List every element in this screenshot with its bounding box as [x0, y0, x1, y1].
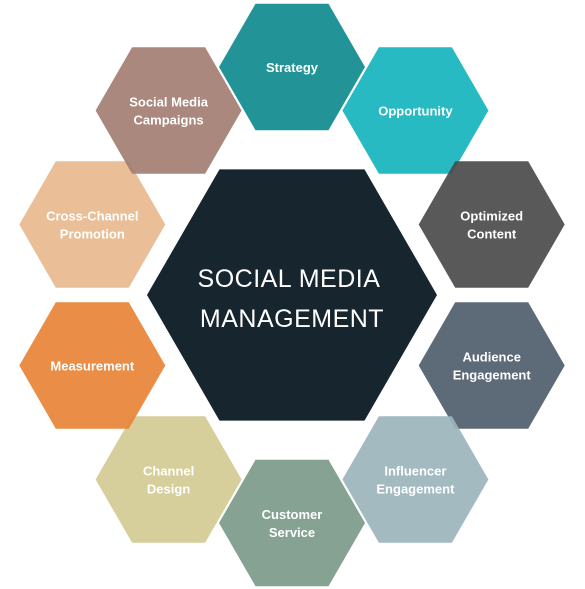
segment-label-line: Audience [462, 350, 521, 365]
segment-hexagon-influencer-engagement [342, 416, 489, 543]
segment-label-line: Channel [143, 464, 194, 479]
center-title-line-2: MANAGEMENT [200, 305, 384, 333]
segment-hexagon-cross-channel-promotion [19, 161, 166, 288]
segment-label-line: Customer [262, 507, 323, 522]
segment-opportunity: Opportunity [342, 47, 489, 174]
segment-label-line: Opportunity [378, 104, 453, 119]
segment-label-cross-channel-promotion: Cross-Channel Promotion [46, 209, 138, 242]
segment-hexagon-strategy [219, 3, 365, 131]
segment-label-line: Social Media [129, 95, 209, 110]
segment-ring: Strategy Opportunity Optimized Content Audie… [19, 3, 565, 587]
segment-influencer-engagement: Influencer Engagement [342, 416, 489, 543]
segment-label-line: Measurement [50, 359, 134, 374]
segment-hexagon-channel-design [95, 416, 242, 543]
segment-label-channel-design: Channel Design [143, 464, 194, 497]
segment-label-strategy: Strategy [266, 60, 319, 75]
segment-label-line: Strategy [266, 60, 319, 75]
segment-label-optimized-content: Optimized Content [460, 209, 523, 242]
segment-strategy: Strategy [219, 3, 365, 131]
segment-label-line: Optimized [460, 209, 523, 224]
segment-label-line: Service [269, 525, 315, 540]
segment-measurement: Measurement [19, 302, 166, 429]
center-hexagon-group: SOCIAL MEDIA MANAGEMENT [147, 169, 437, 421]
segment-label-line: Promotion [60, 227, 125, 242]
segment-label-audience-engagement: Audience Engagement [453, 350, 532, 383]
segment-optimized-content: Optimized Content [418, 161, 565, 288]
segment-label-measurement: Measurement [50, 359, 134, 374]
center-title: SOCIAL MEDIA MANAGEMENT [198, 265, 387, 333]
segment-channel-design: Channel Design [95, 416, 242, 543]
segment-label-line: Campaigns [134, 113, 204, 128]
segment-hexagon-opportunity [342, 47, 489, 174]
segment-label-opportunity: Opportunity [378, 104, 453, 119]
segment-label-customer-service: Customer Service [262, 507, 323, 540]
segment-social-media-campaigns: Social Media Campaigns [95, 47, 242, 174]
segment-label-line: Engagement [376, 482, 455, 497]
segment-hexagon-social-media-campaigns [95, 47, 242, 174]
segment-cross-channel-promotion: Cross-Channel Promotion [19, 161, 166, 288]
segment-label-line: Design [147, 482, 190, 497]
segment-label-line: Content [467, 227, 517, 242]
segment-label-line: Influencer [384, 464, 446, 479]
segment-label-line: Engagement [453, 368, 532, 383]
segment-audience-engagement: Audience Engagement [418, 302, 565, 429]
center-title-line-1: SOCIAL MEDIA [198, 265, 381, 293]
segment-label-line: Cross-Channel [46, 209, 138, 224]
segment-label-influencer-engagement: Influencer Engagement [376, 464, 455, 497]
segment-hexagon-optimized-content [418, 161, 565, 288]
segment-hexagon-measurement [19, 302, 166, 429]
segment-label-social-media-campaigns: Social Media Campaigns [129, 95, 209, 128]
segment-hexagon-audience-engagement [418, 302, 565, 429]
center-hexagon [147, 169, 437, 421]
segment-hexagon-customer-service [219, 459, 365, 587]
segment-customer-service: Customer Service [219, 459, 365, 587]
